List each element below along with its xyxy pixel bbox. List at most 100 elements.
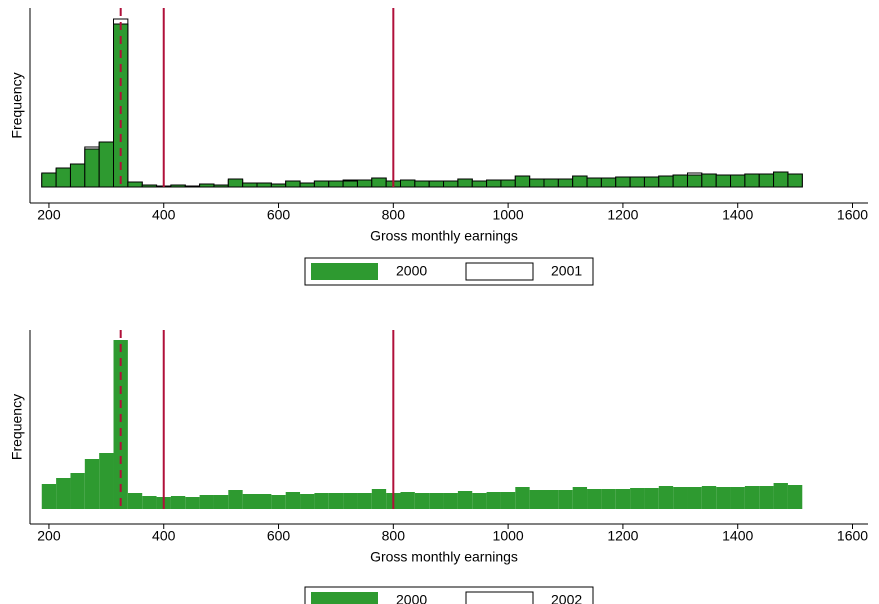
bar — [658, 486, 674, 509]
bar — [371, 177, 387, 188]
bar — [213, 184, 229, 188]
bar — [342, 180, 358, 188]
bar — [730, 174, 746, 188]
x-tick-label: 1000 — [493, 207, 524, 223]
x-tick-label: 800 — [382, 528, 406, 544]
bar — [471, 180, 488, 188]
bar — [457, 178, 473, 188]
bar — [328, 493, 344, 509]
legend-swatch — [465, 262, 534, 281]
bar — [70, 473, 85, 509]
bar — [313, 180, 330, 188]
bar — [730, 487, 745, 509]
bar — [257, 494, 272, 509]
x-axis-label: Gross monthly earnings — [370, 549, 518, 565]
bar — [572, 487, 588, 509]
bar — [242, 494, 258, 509]
bar — [56, 478, 71, 509]
bar — [141, 184, 158, 188]
bar — [228, 490, 243, 509]
bar — [500, 179, 516, 188]
bar — [658, 175, 674, 188]
legend-label: 2002 — [551, 592, 582, 604]
bar — [213, 495, 229, 509]
bar — [701, 173, 717, 188]
bar — [529, 490, 544, 509]
bar — [759, 486, 774, 509]
x-tick-label: 1200 — [607, 528, 638, 544]
bar — [543, 178, 559, 188]
bar — [55, 167, 71, 188]
x-tick-label: 1000 — [493, 528, 524, 544]
bar — [99, 453, 114, 509]
bar — [443, 180, 459, 188]
bar — [400, 492, 415, 509]
bar — [687, 487, 702, 509]
bar — [644, 488, 659, 509]
bar — [686, 174, 703, 188]
bar — [69, 163, 86, 188]
bar — [587, 489, 602, 509]
bar — [314, 493, 329, 509]
bar — [486, 492, 501, 509]
y-axis-label: Frequency — [9, 72, 25, 138]
y-axis-label: Frequency — [9, 394, 25, 460]
x-tick-label: 1600 — [837, 207, 868, 223]
bar — [270, 183, 287, 188]
bar — [558, 490, 573, 509]
bar — [715, 174, 732, 188]
bar — [170, 184, 186, 188]
bar — [184, 185, 201, 188]
bar — [242, 182, 258, 188]
bar — [84, 148, 100, 188]
x-tick-label: 600 — [267, 207, 291, 223]
bar — [529, 178, 545, 188]
legend-swatch — [465, 591, 534, 604]
legend-label: 2001 — [551, 263, 582, 279]
bar — [299, 182, 315, 188]
x-tick-label: 1200 — [607, 207, 638, 223]
bar — [773, 483, 788, 509]
bar — [457, 491, 473, 509]
bar — [285, 492, 301, 509]
bar — [773, 171, 789, 188]
bar — [500, 492, 516, 509]
legend-label: 2000 — [396, 263, 427, 279]
bar — [227, 178, 244, 188]
bar — [185, 497, 200, 509]
bar — [716, 487, 731, 509]
bar — [744, 173, 760, 188]
bar — [758, 173, 775, 188]
x-axis-label: Gross monthly earnings — [370, 228, 518, 244]
bar — [787, 485, 803, 509]
bar — [630, 488, 645, 509]
bar — [371, 489, 387, 509]
bar — [572, 175, 588, 188]
x-tick-label: 400 — [152, 207, 176, 223]
bar — [127, 181, 143, 188]
bar — [744, 486, 760, 509]
bar — [127, 493, 143, 509]
bar — [673, 487, 688, 509]
bar — [629, 176, 645, 188]
bar — [328, 180, 344, 188]
x-tick-label: 200 — [37, 528, 61, 544]
bar — [672, 174, 688, 188]
legend-label: 2000 — [396, 592, 427, 604]
bar — [429, 493, 444, 509]
bar — [615, 176, 631, 188]
bar — [357, 493, 372, 509]
bar — [515, 487, 530, 509]
bar — [41, 172, 57, 188]
bar — [285, 180, 301, 188]
bar — [557, 178, 574, 188]
bar — [84, 459, 100, 509]
bar — [787, 173, 803, 188]
bar — [472, 493, 487, 509]
bar — [356, 179, 373, 188]
bar — [41, 484, 57, 509]
bar — [486, 179, 502, 188]
legend-swatch — [311, 592, 378, 604]
x-tick-label: 1400 — [722, 528, 753, 544]
